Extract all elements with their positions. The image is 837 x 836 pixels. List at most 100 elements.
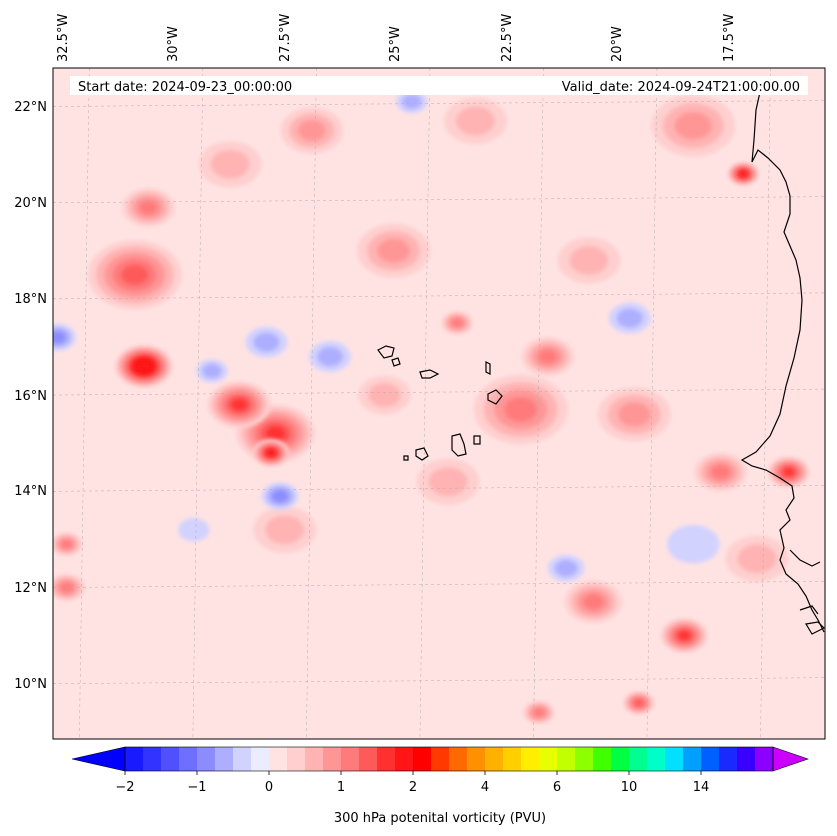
- colorbar-swatch-16: [413, 747, 432, 771]
- lat-label-18n: 18°N: [14, 292, 47, 307]
- pv-anomaly-29-ring-2: [53, 331, 66, 344]
- colorbar-swatch-24: [557, 747, 576, 771]
- coastlines: [377, 81, 825, 635]
- lat-label-10n: 10°N: [14, 677, 47, 692]
- colorbar-swatch-28: [629, 747, 648, 771]
- pv-anomaly-33-ring-2: [271, 490, 289, 503]
- parallel-line-5: [53, 581, 825, 588]
- pv-anomaly-6-ring-6: [739, 171, 747, 177]
- map-background: [53, 68, 825, 739]
- pv-anomaly-21-ring-3: [61, 540, 73, 549]
- lat-label-20n: 20°N: [14, 196, 47, 211]
- pv-anomaly-36-ring-0: [667, 524, 720, 564]
- colorbar-tick-label-1: −1: [187, 780, 206, 795]
- colorbar-tick-label-7: 10: [621, 780, 638, 795]
- colorbar-swatch-15: [395, 747, 414, 771]
- colorbar-swatch-29: [647, 747, 666, 771]
- colorbar-swatch-14: [377, 747, 396, 771]
- graticule: [53, 68, 825, 739]
- cape-verde-boa-vista: [487, 389, 503, 405]
- pv-anomaly-27-ring-1: [210, 149, 250, 179]
- colorbar-swatch-22: [521, 747, 540, 771]
- meridian-line-0: [79, 68, 90, 739]
- parallel-line-0: [53, 100, 825, 107]
- pv-anomaly-17-ring-2: [297, 120, 326, 141]
- meridian-line-5: [646, 68, 658, 739]
- colorbar-ticks: −2 −1 0 1 2 4 6 10 14: [115, 771, 709, 795]
- colorbar-outline: [124, 746, 774, 772]
- pv-anomaly-14-ring-3: [711, 465, 730, 479]
- lon-label-25w: 25°W: [388, 26, 403, 62]
- colorbar-tick-label-2: 0: [265, 780, 273, 795]
- pv-anomaly-34-ring-1: [616, 308, 643, 328]
- colorbar-swatch-6: [233, 747, 252, 771]
- meridian-line-4: [533, 68, 544, 739]
- parallel-line-1: [53, 196, 825, 203]
- colorbar-swatch-17: [431, 747, 450, 771]
- colorbar-swatch-26: [593, 747, 612, 771]
- pv-anomaly-23-ring-1: [428, 467, 468, 496]
- pv-anomaly-9-ring-3: [583, 594, 604, 610]
- pv-anomaly-30-ring-1: [202, 363, 222, 379]
- colorbar-tick-label-8: 14: [693, 780, 710, 795]
- colorbar-swatch-7: [251, 747, 270, 771]
- pv-anomaly-19-ring-2: [674, 111, 712, 140]
- colorbar-swatch-11: [323, 747, 342, 771]
- pv-anomaly-2-ring-3: [139, 200, 158, 215]
- pv-field-layer: [53, 90, 810, 725]
- lat-label-14n: 14°N: [14, 484, 47, 499]
- pv-anomaly-15-ring-3: [533, 708, 545, 717]
- colorbar-swatch-30: [665, 747, 684, 771]
- africa-coastline: [740, 81, 825, 633]
- colorbar-swatch-25: [575, 747, 594, 771]
- meridian-line-3: [419, 68, 431, 739]
- pv-anomaly-1-ring-4: [121, 264, 149, 285]
- colorbar-tick-label-3: 1: [337, 780, 345, 795]
- lon-label-32-5w: 32.5°W: [56, 14, 71, 62]
- colorbar-swatch-12: [341, 747, 360, 771]
- colorbar-swatch-5: [215, 747, 234, 771]
- colorbar-swatch-33: [719, 747, 738, 771]
- pv-anomaly-7-ring-5: [783, 468, 794, 476]
- lon-label-27-5w: 27.5°W: [278, 14, 293, 62]
- cape-verde-sao-vicente: [391, 357, 401, 367]
- parallel-line-2: [53, 292, 825, 300]
- colorbar-swatch-23: [539, 747, 558, 771]
- meridian-line-6: [760, 68, 771, 739]
- pv-anomaly-31-ring-1: [253, 332, 280, 352]
- pv-anomaly-10-ring-3: [504, 397, 538, 422]
- meridian-line-1: [192, 68, 204, 739]
- longitude-labels: 32.5°W 30°W 27.5°W 25°W 22.5°W 20°W 17.5…: [56, 14, 737, 62]
- cape-verde-sao-nicolau: [419, 369, 440, 379]
- cape-verde-maio: [473, 435, 481, 445]
- map-panel: [53, 68, 825, 739]
- colorbar-title: 300 hPa potenital vorticity (PVU): [334, 811, 546, 826]
- cape-verde-santiago: [451, 433, 467, 457]
- pv-anomaly-5-ring-6: [267, 449, 275, 456]
- colorbar-swatch-9: [287, 747, 306, 771]
- cape-verde-fogo: [415, 447, 429, 461]
- pv-anomaly-11-ring-3: [538, 349, 558, 364]
- pv-anomaly-24-ring-1: [368, 383, 401, 407]
- parallel-line-6: [53, 677, 825, 684]
- pv-anomaly-22-ring-1: [265, 515, 304, 545]
- colorbar-swatches: [125, 747, 774, 771]
- lon-label-22-5w: 22.5°W: [500, 14, 515, 62]
- lat-label-16n: 16°N: [14, 389, 47, 404]
- pv-anomaly-37-ring-1: [402, 94, 422, 109]
- colorbar-swatch-32: [701, 747, 720, 771]
- colorbar-swatch-18: [449, 747, 468, 771]
- lon-label-30w: 30°W: [166, 26, 181, 62]
- colorbar-swatch-8: [269, 747, 288, 771]
- coast-islet-3: [805, 621, 825, 635]
- parallel-line-3: [53, 388, 825, 396]
- latitude-labels: 22°N 20°N 18°N 16°N 14°N 12°N 10°N: [14, 100, 47, 692]
- colorbar-swatch-20: [485, 747, 504, 771]
- colorbar-swatch-2: [161, 747, 180, 771]
- pv-anomaly-26-ring-1: [569, 246, 609, 275]
- cape-verde-brava: [403, 455, 409, 461]
- colorbar-swatch-3: [179, 747, 198, 771]
- pv-anomaly-25-ring-1: [737, 544, 777, 573]
- colorbar-tick-label-4: 2: [409, 780, 417, 795]
